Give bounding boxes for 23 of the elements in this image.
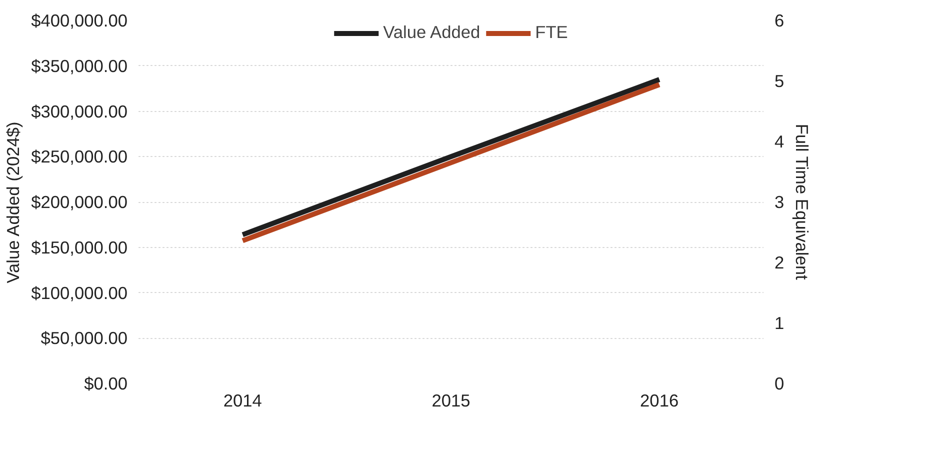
y-tick-label: $400,000.00 [31,10,128,30]
legend-label: FTE [535,22,568,43]
y-axis-title: Value Added (2024$) [3,122,24,284]
y-tick-label: $0.00 [84,374,128,394]
y2-tick-label: 3 [774,192,784,212]
x-tick-label: 2016 [640,390,679,410]
y-tick-label: $150,000.00 [31,237,128,258]
y2-tick-label: 2 [774,252,784,272]
y2-tick-label: 1 [774,313,784,333]
y-tick-label: $250,000.00 [31,146,128,167]
y2-axis-title: Full Time Equivalent [792,124,812,280]
x-tick-label: 2015 [432,390,470,410]
y2-tick-label: 0 [774,374,784,394]
y-tick-label: $200,000.00 [31,192,128,212]
legend-label: Value Added [383,22,480,43]
y-tick-label: $350,000.00 [31,56,128,76]
y-tick-label: $300,000.00 [31,101,128,122]
y-tick-label: $50,000.00 [40,328,128,348]
y2-tick-label: 5 [774,71,784,91]
y2-tick-label: 4 [774,132,784,152]
x-tick-label: 2014 [223,390,262,410]
y-tick-label: $100,000.00 [31,282,128,303]
y2-tick-label: 6 [774,10,784,30]
